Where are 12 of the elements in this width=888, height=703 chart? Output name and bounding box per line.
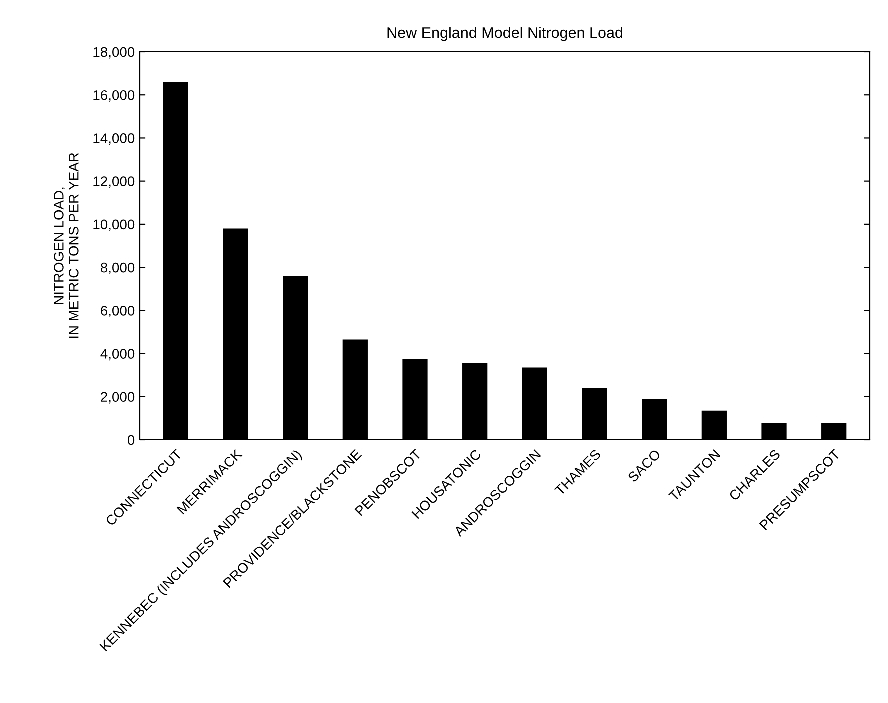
y-tick-label: 12,000 — [94, 176, 135, 188]
y-tick-label: 0 — [128, 435, 135, 446]
chart-title: New England Model Nitrogen Load — [388, 27, 622, 42]
y-tick-label: 6,000 — [101, 306, 135, 318]
y-tick-label: 14,000 — [94, 134, 135, 146]
y-tick-label: 18,000 — [94, 47, 135, 59]
y-tick-label: 8,000 — [100, 262, 135, 274]
y-tick-label: 16,000 — [94, 90, 135, 102]
y-tick-label: 2,000 — [101, 392, 135, 404]
y-tick-label: 4,000 — [100, 349, 135, 361]
y-tick-label: 10,000 — [94, 220, 135, 232]
y-axis-title: NITROGEN LOAD, IN METRIC TONS PER YEAR — [54, 153, 79, 338]
